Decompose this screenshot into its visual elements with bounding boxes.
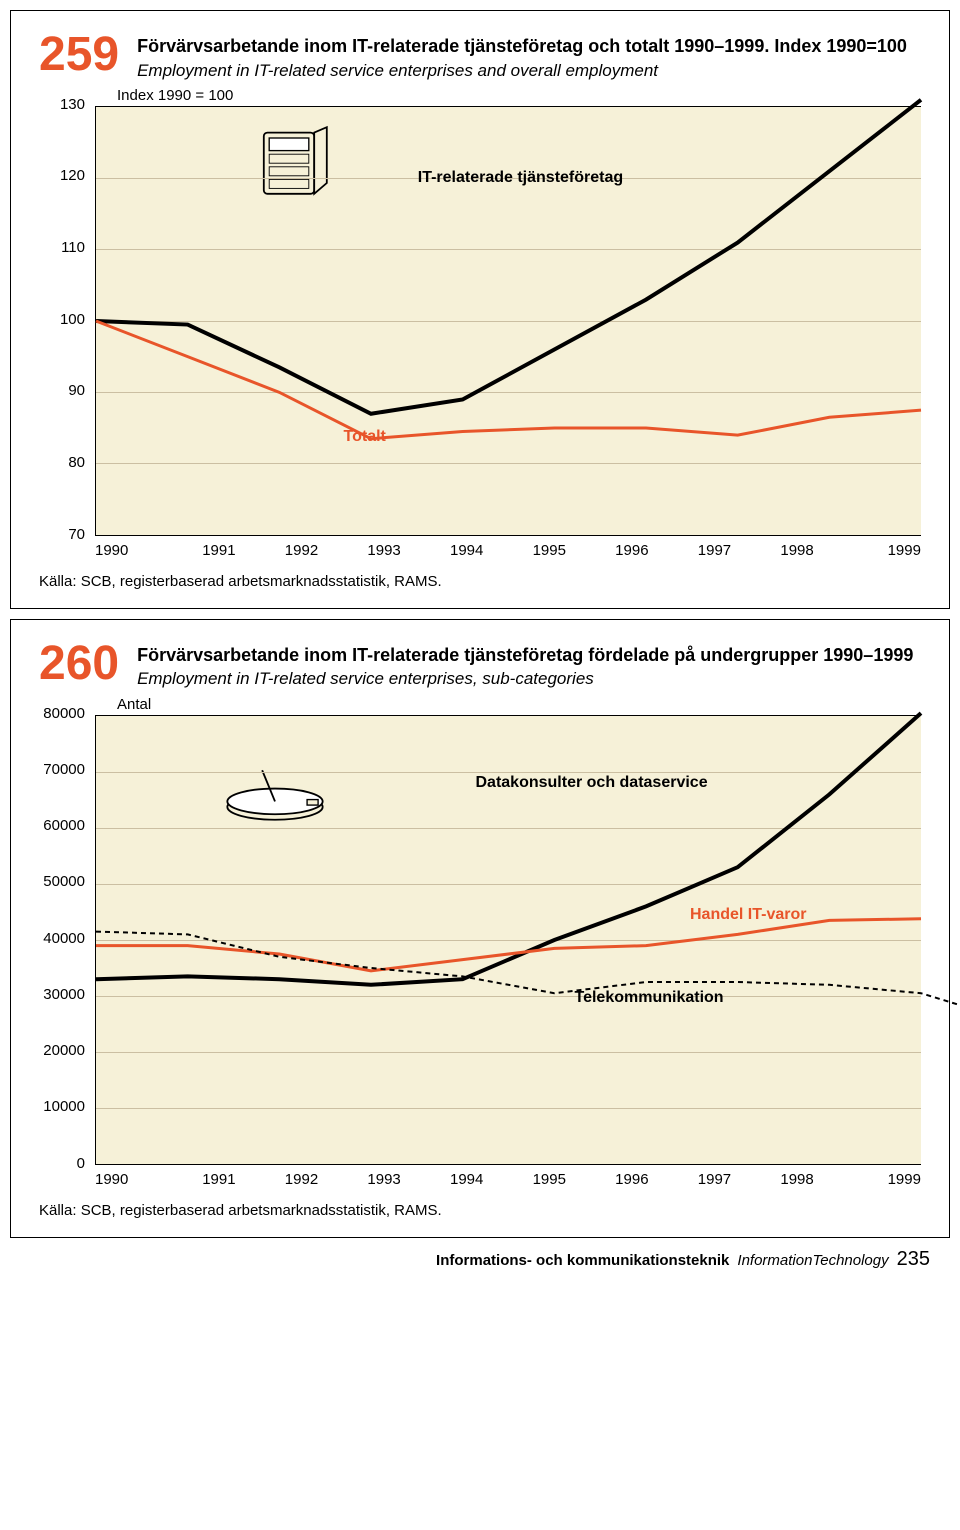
x-tick: 1993 — [343, 1171, 426, 1188]
chart-title-en: Employment in IT-related service enterpr… — [137, 668, 913, 689]
chart-number: 260 — [39, 640, 119, 688]
x-tick: 1996 — [591, 1171, 674, 1188]
x-tick: 1991 — [178, 1171, 261, 1188]
x-tick: 1994 — [425, 542, 508, 559]
panel-header: 259 Förvärvsarbetande inom IT-relaterade… — [39, 31, 921, 81]
series-label: Datakonsulter och dataservice — [476, 774, 708, 792]
x-tick: 1990 — [95, 1171, 178, 1188]
chart-title-sv: Förvärvsarbetande inom IT-relaterade tjä… — [137, 644, 913, 667]
panel-header: 260 Förvärvsarbetande inom IT-relaterade… — [39, 640, 921, 690]
footer-label-sv: Informations- och kommunikationsteknik — [436, 1252, 729, 1269]
x-tick: 1992 — [260, 1171, 343, 1188]
series-line — [96, 713, 921, 985]
series-label: Handel IT-varor — [690, 906, 806, 924]
chart-titles: Förvärvsarbetande inom IT-relaterade tjä… — [137, 31, 907, 81]
chart-source: Källa: SCB, registerbaserad arbetsmarkna… — [39, 573, 921, 590]
series-line — [96, 918, 921, 970]
x-tick: 1995 — [508, 542, 591, 559]
y-axis: 8000070000600005000040000300002000010000… — [39, 715, 95, 1165]
plot-area: Datakonsulter och dataservice Handel IT-v… — [95, 715, 921, 1165]
x-axis: 1990199119921993199419951996199719981999 — [95, 1171, 921, 1188]
chart-area: 8000070000600005000040000300002000010000… — [39, 715, 921, 1165]
y-axis-top-label: Antal — [117, 696, 921, 713]
page-footer: Informations- och kommunikationsteknik I… — [10, 1248, 950, 1271]
plot-area: IT-relaterade tjänsteföretag Totalt — [95, 106, 921, 536]
series-label: Telekommunikation — [575, 989, 724, 1007]
x-tick: 1998 — [756, 1171, 839, 1188]
chart-title-sv: Förvärvsarbetande inom IT-relaterade tjä… — [137, 35, 907, 58]
x-tick: 1991 — [178, 542, 261, 559]
chart-titles: Förvärvsarbetande inom IT-relaterade tjä… — [137, 640, 913, 690]
page-number: 235 — [897, 1248, 930, 1271]
series-label: IT-relaterade tjänsteföretag — [418, 169, 623, 187]
footer-label-en: InformationTechnology — [737, 1252, 888, 1269]
chart-title-en: Employment in IT-related service enterpr… — [137, 60, 907, 81]
x-tick: 1997 — [673, 1171, 756, 1188]
chart-panel-259: 259 Förvärvsarbetande inom IT-relaterade… — [10, 10, 950, 609]
y-axis-top-label: Index 1990 = 100 — [117, 87, 921, 104]
x-tick: 1994 — [425, 1171, 508, 1188]
chart-panel-260: 260 Förvärvsarbetande inom IT-relaterade… — [10, 619, 950, 1238]
x-tick: 1999 — [838, 542, 921, 559]
x-axis: 1990199119921993199419951996199719981999 — [95, 542, 921, 559]
x-tick: 1998 — [756, 542, 839, 559]
x-tick: 1995 — [508, 1171, 591, 1188]
chart-number: 259 — [39, 31, 119, 79]
x-tick: 1990 — [95, 542, 178, 559]
y-axis: 130120110100908070 — [39, 106, 95, 536]
series-line — [96, 100, 921, 414]
series-label: Totalt — [344, 428, 386, 446]
x-tick: 1999 — [838, 1171, 921, 1188]
chart-area: 130120110100908070 IT-relaterade tjänste… — [39, 106, 921, 536]
x-tick: 1996 — [591, 542, 674, 559]
x-tick: 1997 — [673, 542, 756, 559]
chart-source: Källa: SCB, registerbaserad arbetsmarkna… — [39, 1202, 921, 1219]
x-tick: 1992 — [260, 542, 343, 559]
x-tick: 1993 — [343, 542, 426, 559]
